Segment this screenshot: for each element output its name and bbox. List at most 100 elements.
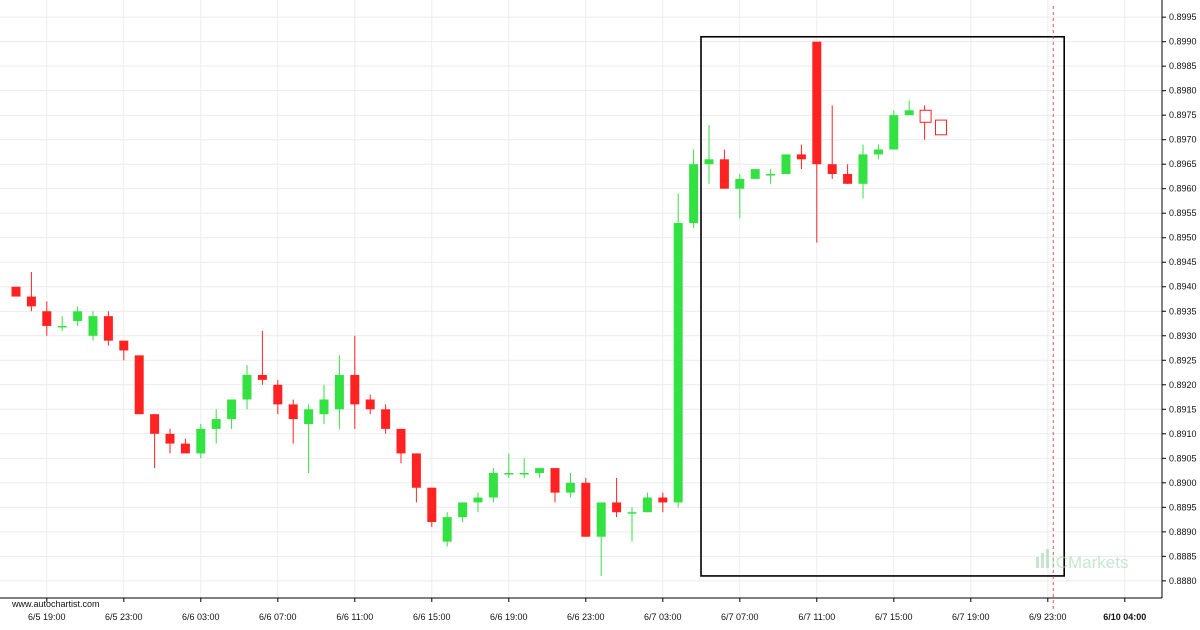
candle-body bbox=[627, 512, 637, 514]
y-tick-label: 0.8995 bbox=[1169, 12, 1197, 22]
y-tick-label: 0.8890 bbox=[1169, 527, 1197, 537]
x-tick-label: 6/6 23:00 bbox=[567, 612, 605, 622]
candle-body bbox=[919, 109, 932, 123]
candle-body bbox=[843, 174, 853, 184]
candle-body bbox=[42, 311, 52, 326]
y-tick-label: 0.8950 bbox=[1169, 233, 1197, 243]
y-tick-label: 0.8960 bbox=[1169, 184, 1197, 194]
candle-body bbox=[689, 164, 699, 224]
candle-body bbox=[673, 223, 683, 503]
candle-body bbox=[735, 178, 745, 189]
candle-body bbox=[304, 409, 314, 424]
candle-body bbox=[704, 159, 714, 165]
candle-body bbox=[88, 316, 98, 336]
x-tick-label: 6/6 03:00 bbox=[182, 612, 220, 622]
candle-body bbox=[11, 286, 21, 297]
candle-body bbox=[458, 502, 468, 518]
source-credit: www.autochartist.com bbox=[11, 599, 100, 609]
candle-body bbox=[196, 428, 206, 454]
candle-body bbox=[150, 414, 160, 434]
candle-body bbox=[550, 468, 560, 493]
y-tick-label: 0.8895 bbox=[1169, 502, 1197, 512]
candle-body bbox=[242, 374, 252, 400]
x-tick-label: 6/7 07:00 bbox=[721, 612, 759, 622]
candle-body bbox=[180, 443, 190, 454]
y-tick-label: 0.8965 bbox=[1169, 159, 1197, 169]
pattern-highlight-box bbox=[700, 35, 1066, 577]
candle-body bbox=[396, 428, 406, 454]
candle-body bbox=[596, 502, 606, 537]
x-tick-label: 6/6 15:00 bbox=[413, 612, 451, 622]
x-tick-label: 6/7 03:00 bbox=[644, 612, 682, 622]
candle-body bbox=[873, 149, 883, 155]
candle-body bbox=[519, 473, 529, 475]
y-tick-label: 0.8905 bbox=[1169, 453, 1197, 463]
candle-body bbox=[535, 468, 545, 474]
x-tick-label: 6/10 04:00 bbox=[1103, 612, 1146, 622]
candle-body bbox=[658, 497, 668, 503]
candle-body bbox=[858, 154, 868, 184]
candle-body bbox=[504, 473, 514, 475]
y-tick-label: 0.8970 bbox=[1169, 135, 1197, 145]
candle-body bbox=[257, 374, 267, 380]
candle-body bbox=[766, 174, 776, 176]
candle-body bbox=[365, 399, 375, 410]
y-tick-label: 0.8935 bbox=[1169, 306, 1197, 316]
x-tick-label: 6/7 15:00 bbox=[875, 612, 913, 622]
y-tick-label: 0.8985 bbox=[1169, 61, 1197, 71]
watermark-bar-3 bbox=[1046, 549, 1049, 568]
watermark-bar-2 bbox=[1041, 553, 1044, 568]
candle-body bbox=[334, 374, 344, 410]
candle-body bbox=[581, 482, 591, 537]
y-tick-label: 0.8885 bbox=[1169, 551, 1197, 561]
candle-body bbox=[442, 517, 452, 542]
y-tick-label: 0.8945 bbox=[1169, 257, 1197, 267]
y-tick-label: 0.8925 bbox=[1169, 355, 1197, 365]
x-tick-label: 6/5 23:00 bbox=[105, 612, 143, 622]
x-tick-label: 6/6 11:00 bbox=[336, 612, 373, 622]
x-tick-label: 6/7 19:00 bbox=[952, 612, 990, 622]
candle-body bbox=[73, 311, 83, 322]
candle-body bbox=[411, 453, 421, 488]
watermark-bar-1 bbox=[1036, 557, 1039, 568]
broker-watermark: ICMarkets bbox=[1036, 549, 1128, 572]
candle-body bbox=[812, 41, 822, 165]
y-tick-label: 0.8930 bbox=[1169, 331, 1197, 341]
grid-lines bbox=[0, 0, 1162, 598]
candle-body bbox=[935, 119, 947, 136]
candle-body bbox=[227, 399, 237, 420]
candle-body bbox=[488, 473, 498, 498]
candle-body bbox=[134, 355, 144, 415]
x-tick-label: 6/9 23:00 bbox=[1029, 612, 1067, 622]
x-tick-label: 6/6 19:00 bbox=[490, 612, 528, 622]
candle-body bbox=[796, 154, 806, 160]
candle-body bbox=[381, 409, 391, 429]
candle-body bbox=[319, 399, 329, 415]
candle-body bbox=[642, 497, 652, 513]
y-tick-label: 0.8975 bbox=[1169, 110, 1197, 120]
candle-body bbox=[103, 316, 113, 341]
candle-body bbox=[211, 419, 221, 429]
candle-body bbox=[350, 374, 360, 405]
y-tick-label: 0.8955 bbox=[1169, 208, 1197, 218]
y-tick-label: 0.8980 bbox=[1169, 86, 1197, 96]
y-tick-label: 0.8915 bbox=[1169, 404, 1197, 414]
candle-body bbox=[57, 325, 67, 328]
candle-body bbox=[288, 404, 298, 420]
x-tick-label: 6/7 11:00 bbox=[798, 612, 835, 622]
candle-body bbox=[26, 296, 36, 307]
x-tick-label: 6/5 19:00 bbox=[28, 612, 66, 622]
y-tick-label: 0.8940 bbox=[1169, 282, 1197, 292]
y-tick-label: 0.8990 bbox=[1169, 37, 1197, 47]
candle-body bbox=[719, 159, 729, 189]
y-tick-label: 0.8920 bbox=[1169, 380, 1197, 390]
candle-body bbox=[473, 497, 483, 503]
candle-body bbox=[612, 502, 622, 513]
candle-body bbox=[273, 384, 283, 405]
candle-body bbox=[565, 482, 575, 493]
candles bbox=[11, 41, 947, 576]
candle-body bbox=[165, 433, 175, 444]
x-tick-label: 6/6 07:00 bbox=[259, 612, 297, 622]
watermark-text: ICMarkets bbox=[1051, 553, 1128, 572]
